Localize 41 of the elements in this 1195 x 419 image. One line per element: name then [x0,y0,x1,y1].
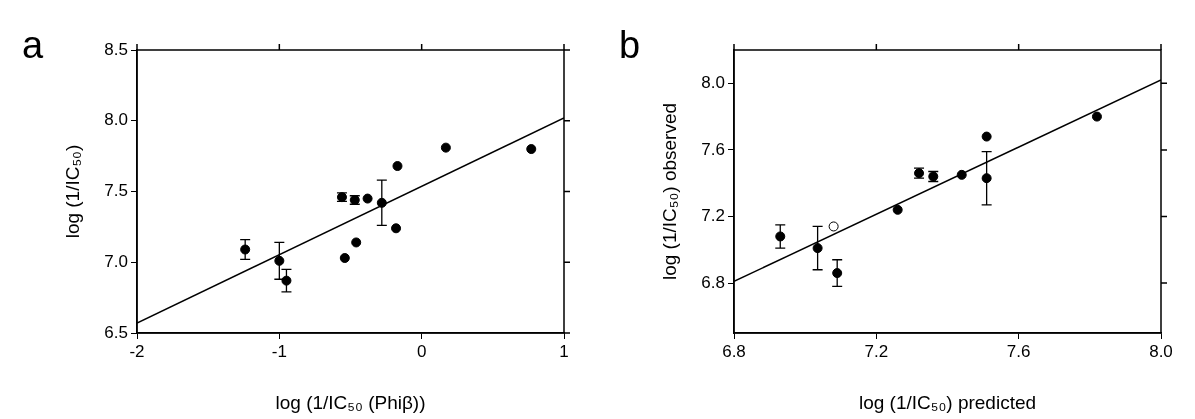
y-tick-label: 7.2 [701,206,725,226]
x-tick-label: 7.6 [1006,341,1031,361]
point [351,237,362,248]
y-tick-label: 8.5 [104,39,128,59]
point [526,144,537,155]
y-tick-label: 6.8 [701,272,725,292]
x-tick-label: 6.8 [722,341,746,361]
y-tick-label: 7.6 [701,139,725,159]
x-tick-label: -2 [129,341,145,361]
x-axis-title: log (1/IC₅₀ (Phiβ)) [275,391,426,413]
x-axis-title: log (1/IC₅₀) predicted [858,391,1037,413]
point [981,173,992,184]
y-tick-label: 8.0 [701,72,725,92]
point [892,204,903,215]
y-tick-label: 7.0 [104,251,128,271]
point [274,255,285,266]
y-axis-title: log (1/IC₅₀) [61,144,83,239]
x-tick-label: 1 [559,341,569,361]
text: a [22,24,44,66]
text: b [619,24,641,66]
y-axis-title: log (1/IC₅₀) observed [658,102,680,281]
point [828,221,839,232]
point [812,243,823,254]
x-tick-label: 0 [416,341,427,361]
point [392,161,403,172]
y-tick-label: 6.5 [104,322,128,342]
point [240,244,251,255]
point [391,223,402,234]
point [339,253,350,264]
x-tick-label: -1 [271,341,287,361]
point [362,193,373,204]
y-tick-label: 8.0 [104,110,128,130]
x-tick-label: 8.0 [1149,341,1173,361]
y-tick-label: 7.5 [104,181,128,201]
point [440,142,451,153]
point [981,131,992,142]
point [1091,111,1102,122]
x-tick-label: 7.2 [864,341,889,361]
point [832,268,843,279]
point [956,169,967,180]
point [376,197,387,208]
